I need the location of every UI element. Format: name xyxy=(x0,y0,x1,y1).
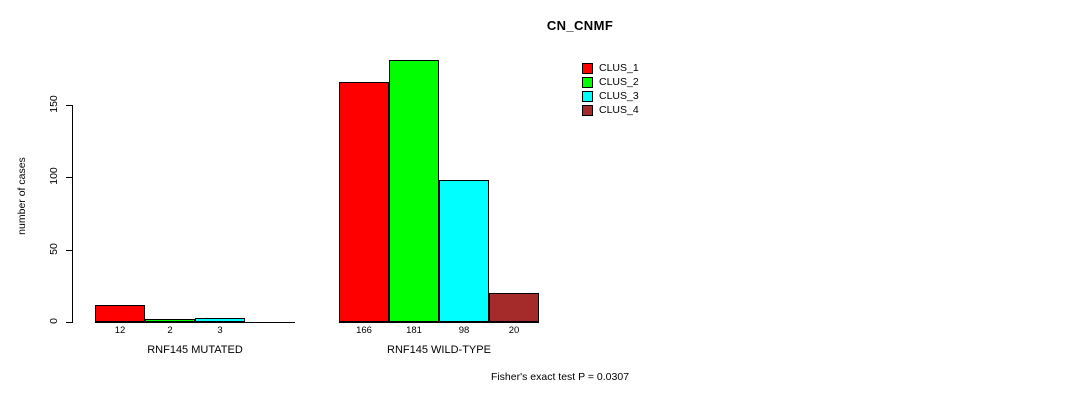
legend-swatch-icon xyxy=(582,104,593,116)
y-axis-tick-label: 0 xyxy=(48,318,60,324)
legend-item-clus_3: CLUS_3 xyxy=(582,89,639,103)
chart-title: CN_CNMF xyxy=(546,18,614,33)
bar-value-label: 2 xyxy=(167,325,173,336)
legend-item-label: CLUS_3 xyxy=(599,89,639,102)
legend-item-clus_1: CLUS_1 xyxy=(582,61,639,75)
bar-clus_1-group-1 xyxy=(95,304,145,322)
legend-item-label: CLUS_4 xyxy=(599,103,639,116)
y-axis-tick-label: 100 xyxy=(48,167,60,186)
legend-item-label: CLUS_2 xyxy=(599,75,639,88)
group-label-1: RNF145 MUTATED xyxy=(147,344,243,356)
legend-swatch-icon xyxy=(582,62,593,74)
x-axis-line-group-2 xyxy=(339,322,539,323)
y-axis-tick xyxy=(66,322,73,323)
y-axis-tick xyxy=(66,249,73,251)
legend: CLUS_1 CLUS_2 CLUS_3 CLUS_4 xyxy=(582,61,639,117)
legend-item-clus_4: CLUS_4 xyxy=(582,103,639,117)
bar-value-label: 98 xyxy=(458,325,470,336)
x-axis-line-group-1 xyxy=(95,322,295,323)
bar-value-label: 181 xyxy=(406,325,422,336)
y-axis-line xyxy=(72,105,73,323)
bar-clus_4-group-2 xyxy=(489,293,539,322)
bar-clus_3-group-1 xyxy=(195,317,245,322)
bar-value-label: 3 xyxy=(217,325,223,336)
legend-item-clus_2: CLUS_2 xyxy=(582,75,639,89)
legend-item-label: CLUS_1 xyxy=(599,61,639,74)
bar-clus_3-group-2 xyxy=(439,180,489,322)
legend-swatch-icon xyxy=(582,76,593,88)
group-label-2: RNF145 WILD-TYPE xyxy=(387,344,491,356)
statistical-test-annotation: Fisher's exact test P = 0.0307 xyxy=(490,371,630,383)
y-axis-title: number of cases xyxy=(16,157,28,235)
y-axis-tick-label: 150 xyxy=(48,95,60,113)
bar-clus_2-group-2 xyxy=(389,60,439,322)
bar-value-label: 12 xyxy=(114,325,126,336)
bar-value-label: 20 xyxy=(508,325,520,336)
bar-value-label: 166 xyxy=(356,325,372,336)
bar-clus_2-group-1 xyxy=(145,319,195,322)
y-axis-tick-label: 50 xyxy=(48,242,60,255)
bar-clus_1-group-2 xyxy=(339,81,389,322)
y-axis-tick xyxy=(66,177,73,179)
legend-swatch-icon xyxy=(582,90,593,102)
y-axis-tick xyxy=(66,105,73,106)
